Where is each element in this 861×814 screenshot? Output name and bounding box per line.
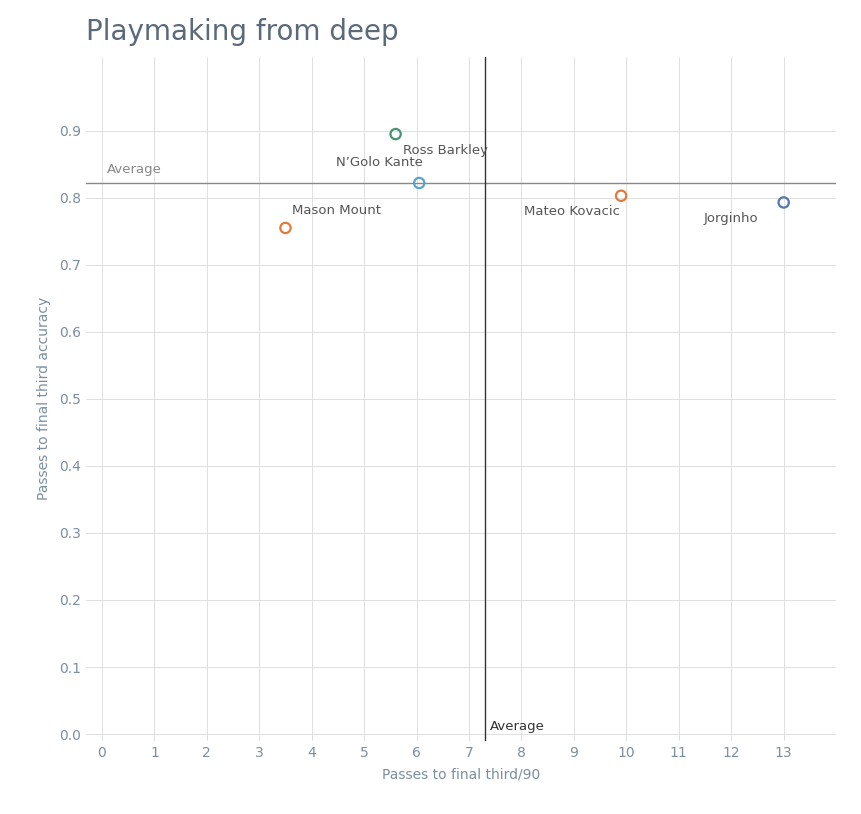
- Text: Average: Average: [489, 720, 544, 733]
- Text: Mateo Kovacic: Mateo Kovacic: [523, 205, 619, 218]
- Point: [614, 189, 628, 202]
- Text: N’Golo Kante: N’Golo Kante: [336, 156, 422, 169]
- Point: [278, 221, 292, 234]
- Y-axis label: Passes to final third accuracy: Passes to final third accuracy: [37, 297, 51, 501]
- Point: [412, 177, 425, 190]
- Text: Average: Average: [107, 164, 162, 177]
- Text: Ross Barkley: Ross Barkley: [402, 143, 487, 156]
- Text: Mason Mount: Mason Mount: [292, 204, 381, 217]
- Text: Jorginho: Jorginho: [703, 212, 757, 225]
- Point: [776, 196, 790, 209]
- Text: Playmaking from deep: Playmaking from deep: [86, 18, 399, 46]
- X-axis label: Passes to final third/90: Passes to final third/90: [381, 768, 540, 782]
- Point: [388, 128, 402, 141]
